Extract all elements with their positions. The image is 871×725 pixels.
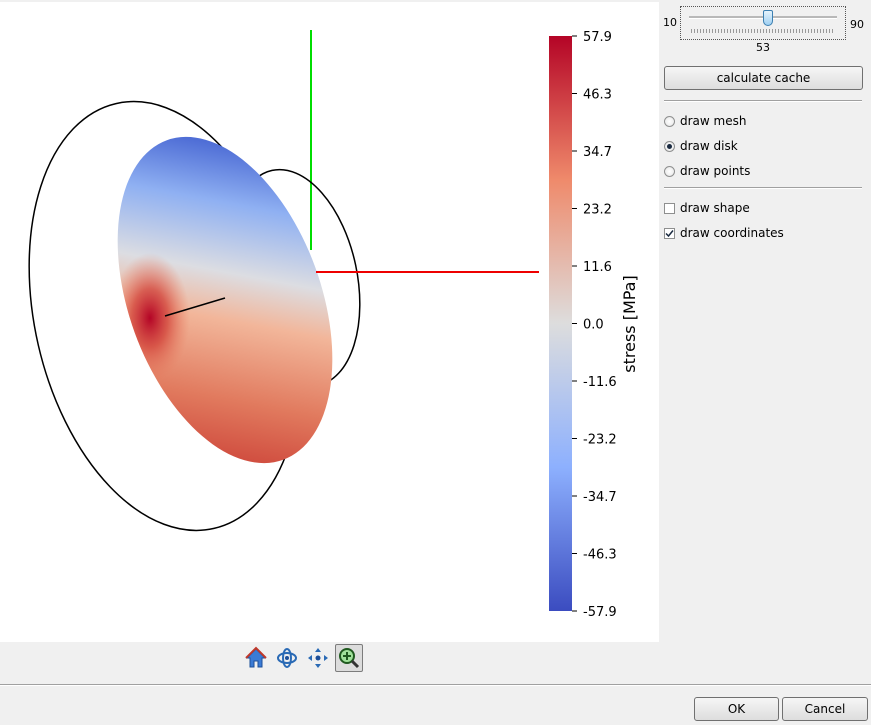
colorbar-tick-label: 23.2 (583, 203, 612, 218)
home-button[interactable] (242, 644, 270, 672)
3d-viewport[interactable]: 57.9 46.3 34.7 23.2 11.6 0.0 -11.6 -23.2 -34.7 -4… (0, 2, 659, 642)
colorbar-tick-label: -11.6 (583, 375, 617, 390)
radio-label: draw mesh (680, 114, 747, 128)
radio-unselected-icon (664, 115, 675, 127)
checkbox-unchecked-icon (664, 202, 675, 214)
colorbar-gradient (549, 36, 572, 611)
colorbar-tick-label: 0.0 (583, 318, 604, 333)
separator (664, 187, 862, 189)
radio-unselected-icon (664, 165, 675, 177)
checkbox-checked-icon (664, 227, 675, 239)
radio-draw-points[interactable]: draw points (664, 162, 750, 180)
checkbox-label: draw shape (680, 201, 750, 215)
colorbar-tick-label: -46.3 (583, 548, 617, 563)
radio-selected-icon (664, 140, 675, 152)
colorbar-tick-label: 34.7 (583, 145, 612, 160)
colorbar-tick-label: 46.3 (583, 88, 612, 103)
slider-value-label: 53 (756, 41, 770, 54)
radio-draw-mesh[interactable]: draw mesh (664, 112, 746, 130)
colorbar-tick-label: 57.9 (583, 30, 612, 45)
stress-disk (110, 136, 333, 464)
colorbar-tick-label: -34.7 (583, 490, 617, 505)
calculate-cache-button[interactable]: calculate cache (664, 66, 863, 90)
separator (664, 100, 862, 102)
slider-min-label: 10 (663, 16, 677, 29)
colorbar: 57.9 46.3 34.7 23.2 11.6 0.0 -11.6 -23.2 -34.7 -4… (549, 30, 639, 620)
checkbox-label: draw coordinates (680, 226, 784, 240)
slider-handle[interactable] (763, 10, 774, 26)
angle-slider[interactable] (680, 6, 846, 40)
slider-ticks (691, 29, 835, 33)
pan-icon (308, 648, 328, 668)
ok-button[interactable]: OK (694, 697, 779, 721)
colorbar-tick-label: -57.9 (583, 605, 617, 620)
rotate-button[interactable] (273, 644, 301, 672)
normal-line (164, 297, 226, 317)
slider-max-label: 90 (850, 18, 864, 31)
bottom-separator (0, 684, 871, 686)
colorbar-tick-label: -23.2 (583, 433, 617, 448)
checkbox-draw-shape[interactable]: draw shape (664, 199, 750, 217)
home-icon (245, 646, 267, 668)
checkbox-draw-coordinates[interactable]: draw coordinates (664, 224, 784, 242)
colorbar-tick-label: 11.6 (583, 260, 612, 275)
colorbar-title: stress [MPa] (620, 275, 639, 372)
rotate-icon (277, 648, 297, 668)
radio-draw-disk[interactable]: draw disk (664, 137, 738, 155)
navigation-toolbar (240, 643, 370, 675)
radio-label: draw disk (680, 139, 738, 153)
cancel-button[interactable]: Cancel (782, 697, 868, 721)
radio-label: draw points (680, 164, 751, 178)
pan-button[interactable] (304, 644, 332, 672)
slider-groove (689, 16, 837, 19)
zoom-icon (339, 648, 360, 669)
zoom-button[interactable] (335, 644, 363, 672)
